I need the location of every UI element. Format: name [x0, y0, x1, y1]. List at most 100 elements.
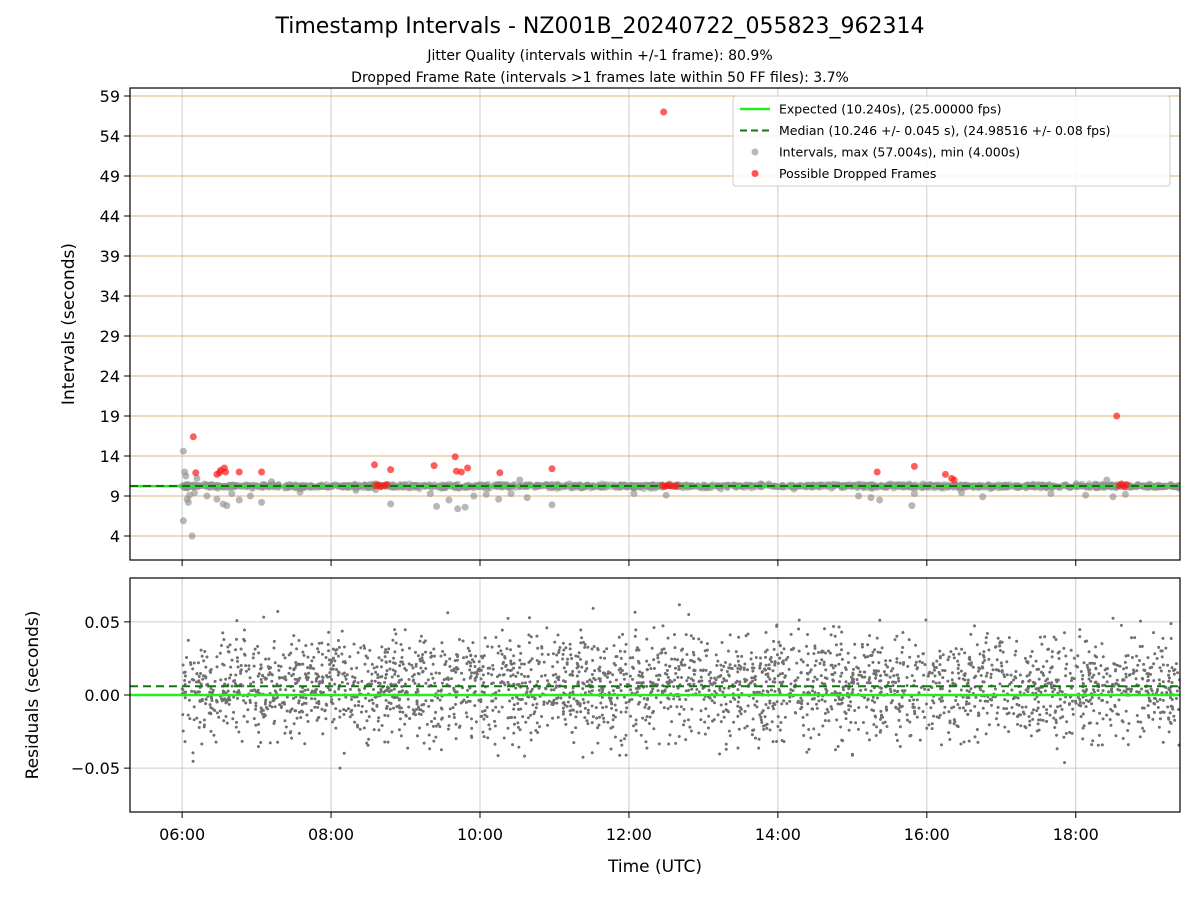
residual-point	[1041, 665, 1045, 669]
residual-point	[1024, 705, 1028, 709]
residual-point	[447, 714, 451, 718]
residual-point	[191, 751, 195, 755]
residual-point	[946, 679, 950, 683]
interval-point	[258, 498, 266, 506]
residual-point	[927, 688, 931, 692]
residual-point	[686, 676, 690, 680]
residual-point	[477, 667, 481, 671]
residual-point	[358, 727, 362, 731]
residual-point	[1010, 688, 1014, 692]
residual-point	[1048, 713, 1052, 717]
residual-point	[836, 745, 840, 749]
residual-point	[1126, 728, 1130, 732]
residual-point	[1056, 651, 1060, 655]
residual-point	[862, 653, 866, 657]
residual-point	[896, 689, 900, 693]
residual-point	[860, 645, 864, 649]
residual-point	[542, 660, 546, 664]
residual-point	[869, 689, 873, 693]
residual-point	[862, 670, 866, 674]
residual-point	[346, 682, 350, 686]
residual-point	[416, 654, 420, 658]
residual-point	[760, 720, 764, 724]
residual-point	[722, 664, 726, 668]
residual-point	[1087, 677, 1091, 681]
residual-point	[1174, 662, 1178, 666]
residual-point	[533, 697, 537, 701]
residual-point	[989, 672, 993, 676]
residual-point	[459, 701, 463, 705]
residual-point	[202, 725, 206, 729]
residual-point	[822, 627, 826, 631]
residual-point	[964, 702, 968, 706]
residual-point	[1127, 687, 1131, 691]
residual-point	[376, 681, 380, 685]
residual-point	[633, 634, 637, 638]
residual-point	[998, 641, 1002, 645]
residual-point	[900, 689, 904, 693]
residual-point	[966, 681, 970, 685]
residual-point	[687, 688, 691, 692]
residual-point	[1005, 707, 1009, 711]
residual-point	[1024, 726, 1028, 730]
residual-point	[594, 706, 598, 710]
residual-point	[1177, 708, 1180, 712]
residual-point	[670, 657, 674, 661]
residual-point	[595, 716, 599, 720]
residual-point	[804, 644, 808, 648]
residual-point	[1020, 705, 1024, 709]
x-tick-label: 10:00	[457, 825, 503, 844]
residual-point	[575, 674, 579, 678]
residual-point	[951, 681, 955, 685]
residual-point	[511, 743, 515, 747]
residual-point	[452, 716, 456, 720]
residual-point	[555, 660, 559, 664]
residual-point	[516, 701, 520, 705]
residual-point	[581, 640, 585, 644]
residual-point	[514, 674, 518, 678]
residual-point	[219, 678, 223, 682]
interval-point	[910, 490, 918, 498]
residual-point	[719, 720, 723, 724]
residual-point	[1095, 721, 1099, 725]
residual-point	[797, 618, 801, 622]
residual-point	[291, 696, 295, 700]
dropped-frame-point	[383, 481, 391, 489]
dropped-frame-point	[464, 464, 472, 472]
residual-point	[406, 697, 410, 701]
residual-point	[412, 672, 416, 676]
interval-point	[516, 476, 524, 484]
residual-point	[879, 709, 883, 713]
dropped-frame-point	[258, 468, 266, 476]
residual-point	[355, 666, 359, 670]
residual-point	[195, 672, 199, 676]
residual-point	[1148, 698, 1152, 702]
residual-point	[386, 714, 390, 718]
residual-point	[796, 676, 800, 680]
residual-point	[230, 658, 234, 662]
residual-point	[328, 682, 332, 686]
dropped-frame-point	[222, 468, 230, 476]
residual-point	[879, 674, 883, 678]
residual-point	[979, 688, 983, 692]
residual-point	[546, 679, 550, 683]
residual-point	[885, 673, 889, 677]
residual-point	[267, 657, 271, 661]
residual-point	[236, 665, 240, 669]
residual-point	[277, 668, 281, 672]
residual-point	[491, 708, 495, 712]
x-axis-label: Time (UTC)	[607, 857, 702, 877]
residual-point	[328, 675, 332, 679]
residual-point	[596, 648, 600, 652]
residual-point	[483, 713, 487, 717]
residual-point	[299, 716, 303, 720]
residual-point	[1093, 654, 1097, 658]
residual-point	[979, 673, 983, 677]
residual-point	[516, 725, 520, 729]
residual-point	[1167, 673, 1171, 677]
residual-point	[1039, 690, 1043, 694]
residual-point	[268, 741, 272, 745]
residual-point	[1016, 696, 1020, 700]
residual-point	[871, 695, 875, 699]
